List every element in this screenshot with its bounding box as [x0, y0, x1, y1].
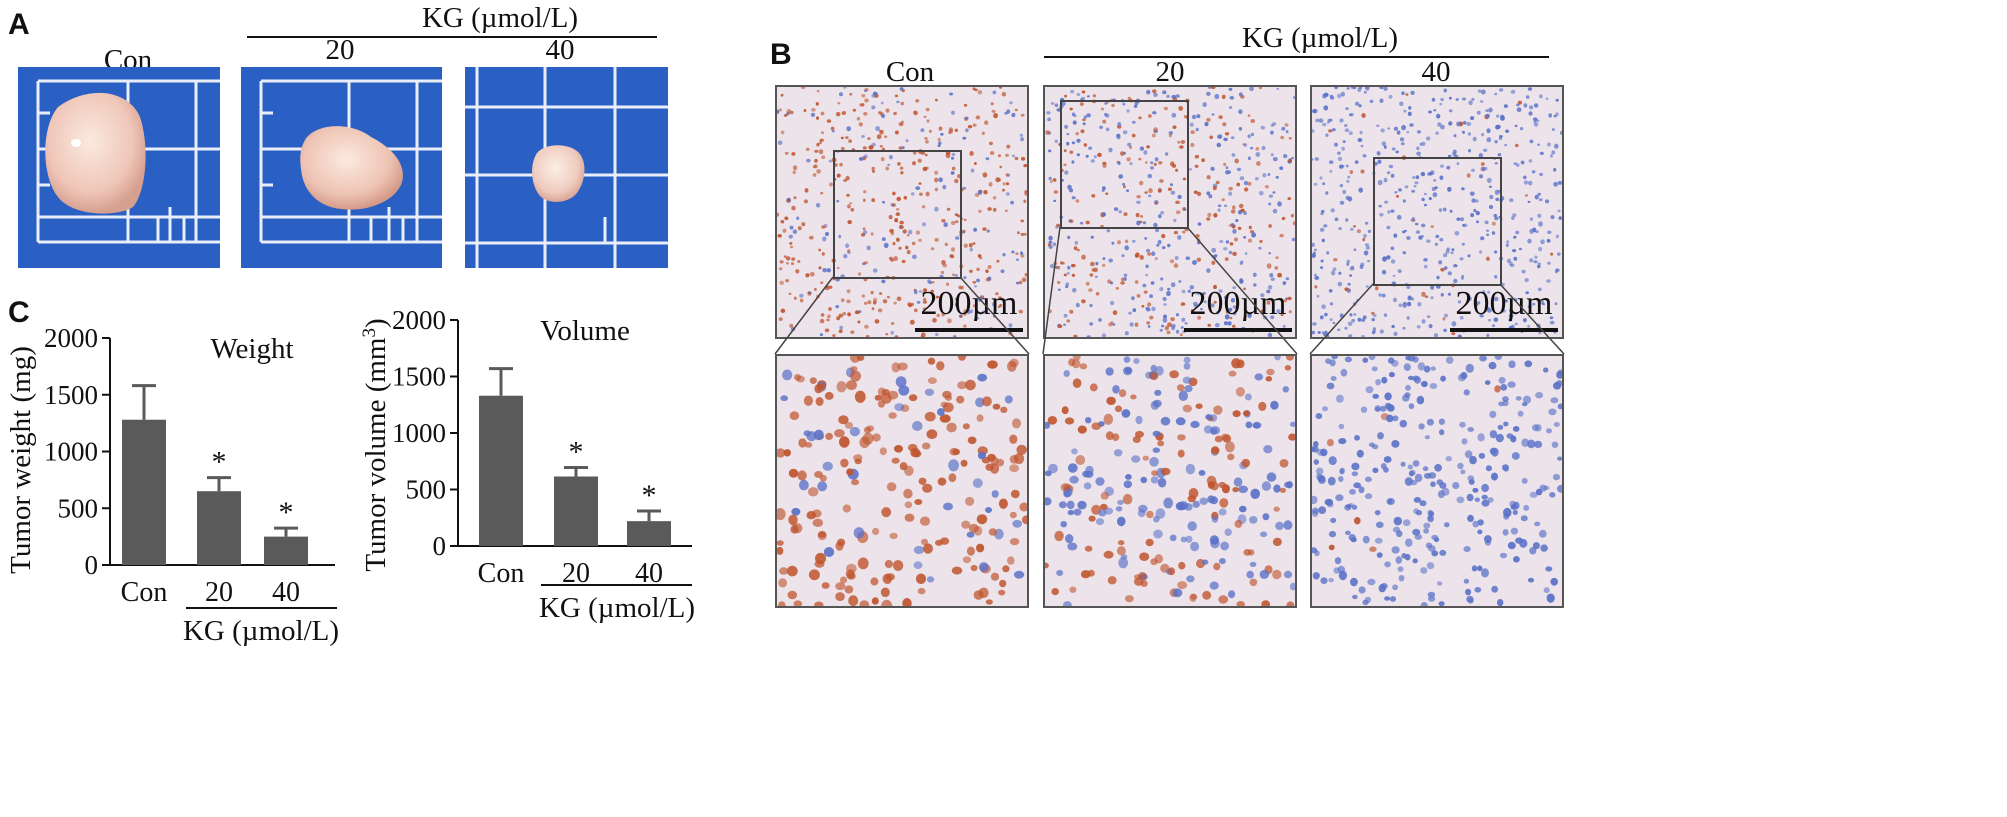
y-tick-label: 500: [58, 493, 99, 523]
panel-b-group-label: KG (µmol/L): [1241, 22, 1399, 54]
significance-marker: *: [212, 446, 227, 479]
y-tick-label: 1500: [392, 362, 446, 392]
x-tick-label-40: 40: [635, 558, 663, 589]
inset-box-con: [833, 150, 962, 279]
significance-marker: *: [569, 435, 584, 468]
y-axis-label-close: ): [360, 318, 392, 328]
scale-bar-con: [915, 328, 1023, 332]
x-tick-label-20: 20: [205, 577, 233, 608]
inset-box-20: [1060, 100, 1189, 229]
bar-40: [627, 521, 671, 546]
ihc-image-20-low: [1043, 85, 1297, 339]
y-tick-label: 1000: [392, 418, 446, 448]
chart-bars: Con * 20 * 40: [121, 384, 337, 609]
x-tick-label-Con: Con: [478, 558, 525, 589]
chart-tumor-volume: Volume Tumor volume (mm3) 0 500 1000 1500 20…: [359, 305, 696, 624]
ihc-image-con-zoom: [775, 354, 1029, 608]
scale-bar-label-con: 200µm: [920, 285, 1018, 322]
y-tick-label: 500: [406, 475, 447, 505]
scale-bar-label-40: 200µm: [1455, 285, 1553, 322]
chart-bars: Con * 20 * 40: [478, 367, 692, 589]
panel-a-label-20: 20: [325, 34, 355, 66]
x-tick-label-20: 20: [562, 558, 590, 589]
panel-a-group-line: [247, 36, 657, 38]
scale-bar-40: [1450, 328, 1558, 332]
x-group-label: KG (µmol/L): [183, 615, 339, 647]
y-axis-label: Tumor volume (mm3): [359, 318, 393, 571]
tumor-photo-20: [241, 67, 442, 268]
y-tick-label: 1000: [44, 437, 98, 467]
tumor-photo-40: [465, 67, 668, 268]
panel-a-letter: A: [8, 8, 30, 41]
significance-marker: *: [279, 496, 294, 529]
bar-40: [264, 536, 308, 565]
panel-b-label-40: 40: [1421, 56, 1451, 88]
y-axis-label-superscript: 3: [359, 328, 380, 338]
y-tick-label: 2000: [44, 323, 98, 353]
significance-marker: *: [642, 479, 657, 512]
panel-b-label-con: Con: [885, 56, 935, 88]
y-axis-label: Tumor weight (mg): [5, 346, 37, 574]
tumor-photo-con: [18, 67, 220, 268]
y-tick-label: 1500: [44, 380, 98, 410]
panel-b-letter: B: [770, 38, 792, 71]
chart-title: Weight: [210, 333, 293, 365]
y-tick-label: 0: [433, 531, 447, 561]
y-tick-label: 0: [85, 550, 99, 580]
panel-b-label-20: 20: [1155, 56, 1185, 88]
panel-a-label-40: 40: [545, 34, 575, 66]
x-tick-label-Con: Con: [121, 577, 168, 608]
ihc-image-20-zoom: [1043, 354, 1297, 608]
chart-tumor-weight: Weight Tumor weight (mg) 0 500 1000 1500 200…: [5, 323, 339, 647]
bar-20: [197, 491, 241, 565]
x-tick-label-40: 40: [272, 577, 300, 608]
chart-title: Volume: [540, 315, 630, 347]
x-group-label: KG (µmol/L): [539, 592, 695, 624]
scale-bar-label-20: 200µm: [1189, 285, 1287, 322]
panel-c-letter: C: [8, 296, 30, 329]
inset-box-40: [1373, 157, 1502, 286]
ihc-image-40-low: [1310, 85, 1564, 339]
ihc-image-40-zoom: [1310, 354, 1564, 608]
panel-a-group-label: KG (µmol/L): [421, 2, 579, 34]
bar-Con: [122, 419, 166, 565]
y-tick-label: 2000: [392, 305, 446, 335]
panel-b-group-line: [1044, 56, 1549, 58]
scale-bar-20: [1184, 328, 1292, 332]
bar-Con: [479, 395, 523, 546]
bar-20: [554, 476, 598, 546]
